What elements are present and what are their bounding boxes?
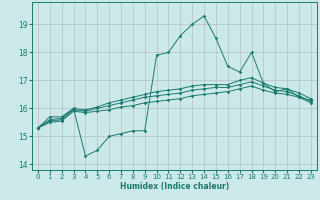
X-axis label: Humidex (Indice chaleur): Humidex (Indice chaleur)	[120, 182, 229, 191]
